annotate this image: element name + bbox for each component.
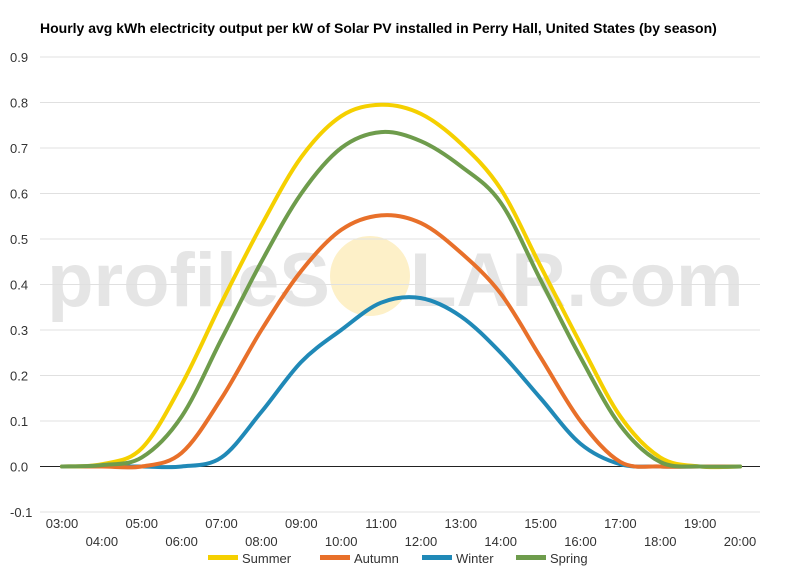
y-tick-label: 0.6 [10,187,28,202]
x-tick-label: 12:00 [405,534,438,549]
legend-label-autumn: Autumn [354,551,399,566]
profilesolar-watermark: profileS LAR.com [47,236,744,323]
x-tick-label: 16:00 [564,534,597,549]
y-tick-label: 0.4 [10,278,28,293]
watermark-text-left: profileS [47,238,330,323]
x-tick-label: 20:00 [724,534,757,549]
y-axis-ticks: -0.1 0.0 0.1 0.2 0.3 0.4 0.5 0.6 0.7 0.8 0.9 [10,50,32,520]
legend-swatch-autumn [320,555,350,560]
x-tick-label: 05:00 [125,516,158,531]
series-line-autumn [60,213,742,470]
legend-label-spring: Spring [550,551,588,566]
x-axis-ticks: 03:00 04:00 05:00 06:00 07:00 08:00 09:00 10:00… [46,516,757,549]
x-tick-label: 03:00 [46,516,79,531]
legend-swatch-spring [516,555,546,560]
x-tick-label: 17:00 [604,516,637,531]
x-tick-label: 18:00 [644,534,677,549]
series-line-spring [60,129,742,469]
watermark-text-right: LAR.com [410,238,744,323]
chart-legend: Summer Autumn Winter Spring [208,551,588,566]
y-tick-label: 0.8 [10,96,28,111]
x-tick-label: 14:00 [484,534,517,549]
legend-label-winter: Winter [456,551,494,566]
y-tick-label: 0.9 [10,50,28,65]
legend-swatch-winter [422,555,452,560]
chart-title: Hourly avg kWh electricity output per kW… [40,20,717,36]
y-tick-label: 0.7 [10,141,28,156]
series-lines [60,102,742,470]
legend-swatch-summer [208,555,238,560]
legend-label-summer: Summer [242,551,292,566]
x-tick-label: 11:00 [365,516,397,531]
x-tick-label: 06:00 [165,534,198,549]
series-line-summer [60,102,742,470]
y-tick-label: 0.2 [10,369,28,384]
x-tick-label: 07:00 [205,516,238,531]
x-tick-label: 15:00 [524,516,557,531]
y-tick-label: 0.1 [10,414,28,429]
x-tick-label: 08:00 [245,534,278,549]
x-tick-label: 10:00 [325,534,358,549]
y-tick-label: 0.3 [10,323,28,338]
watermark-sun [330,236,410,316]
y-tick-label: 0.5 [10,232,28,247]
x-tick-label: 19:00 [684,516,717,531]
x-tick-label: 09:00 [285,516,318,531]
x-tick-label: 13:00 [445,516,478,531]
x-tick-label: 04:00 [86,534,119,549]
y-tick-label: 0.0 [10,460,28,475]
y-tick-label: -0.1 [10,505,32,520]
